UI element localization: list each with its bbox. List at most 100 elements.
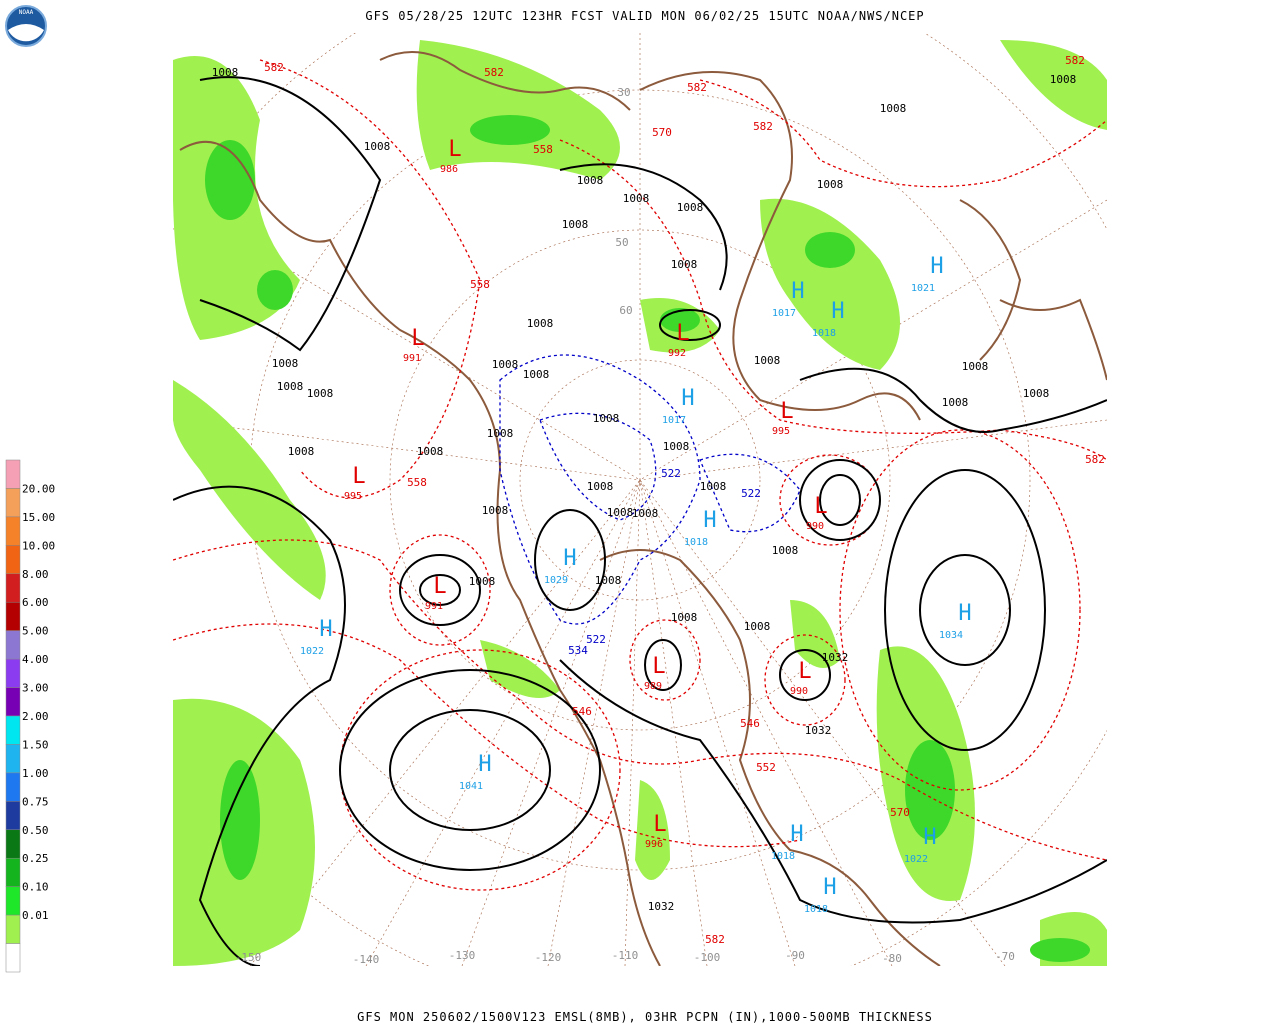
legend-swatch xyxy=(5,488,21,518)
isobar-label: 1008 xyxy=(487,427,514,440)
isobar-label: 1008 xyxy=(942,396,969,409)
legend-swatch xyxy=(5,573,21,603)
isobar-label: 1032 xyxy=(805,724,832,737)
longitude-label: -120 xyxy=(535,951,562,964)
thickness-label: 546 xyxy=(740,717,760,730)
high-symbol: H xyxy=(958,601,971,626)
thickness-label: 582 xyxy=(753,120,773,133)
low-pressure: 989 xyxy=(644,681,662,692)
thickness-label: 582 xyxy=(264,61,284,74)
longitude-label: -110 xyxy=(612,949,639,962)
thickness-label: 534 xyxy=(568,644,588,657)
legend-label: 15.00 xyxy=(22,511,55,524)
isobar-label: 1008 xyxy=(677,201,704,214)
legend-swatch xyxy=(5,601,21,631)
legend-swatch xyxy=(5,715,21,745)
isobar-label: 1008 xyxy=(754,354,781,367)
low-pressure: 990 xyxy=(790,686,808,697)
isobar-label: 1008 xyxy=(632,507,659,520)
high-pressure: 1017 xyxy=(772,308,796,319)
high-symbol: H xyxy=(831,299,844,324)
low-pressure: 995 xyxy=(344,491,362,502)
legend-label: 3.00 xyxy=(22,682,49,695)
high-pressure: 1022 xyxy=(300,646,324,657)
isobar-label: 1008 xyxy=(671,258,698,271)
isobar-label: 1008 xyxy=(671,611,698,624)
cold-thickness-contours xyxy=(499,354,801,625)
legend-swatch xyxy=(5,943,21,973)
legend-label: 5.00 xyxy=(22,625,49,638)
high-pressure: 1018 xyxy=(771,851,795,862)
isobar-label: 1008 xyxy=(593,412,620,425)
isobar-label: 1008 xyxy=(492,358,519,371)
legend-label: 8.00 xyxy=(22,568,49,581)
noaa-logo: NOAA xyxy=(5,5,47,47)
isobar-label: 1008 xyxy=(587,480,614,493)
legend-label: 0.50 xyxy=(22,824,49,837)
low-pressure: 992 xyxy=(668,348,686,359)
high-pressure: 1018 xyxy=(684,537,708,548)
isobar-label: 1008 xyxy=(744,620,771,633)
isobar-label: 1008 xyxy=(607,506,634,519)
low-symbol: L xyxy=(676,321,689,346)
high-symbol: H xyxy=(923,825,936,850)
precip-legend: 20.00 15.00 10.00 8.00 6.00 5.00 4.00 3.00 2.00 1… xyxy=(5,459,55,973)
isobar-label: 1032 xyxy=(648,900,675,913)
legend-label: 10.00 xyxy=(22,539,55,552)
isobar-label: 1008 xyxy=(523,368,550,381)
thickness-label: 558 xyxy=(407,476,427,489)
isobar-label: 1008 xyxy=(277,380,304,393)
high-pressure: 1018 xyxy=(804,904,828,915)
thickness-label: 546 xyxy=(572,705,592,718)
longitude-label: -150 xyxy=(235,951,262,964)
thickness-label: 582 xyxy=(687,81,707,94)
longitude-label: -70 xyxy=(995,950,1015,963)
legend-label: 0.25 xyxy=(22,852,49,865)
longitude-label: -80 xyxy=(882,952,902,965)
legend-label: 20.00 xyxy=(22,482,55,495)
low-pressure: 995 xyxy=(772,426,790,437)
isobar-label: 1008 xyxy=(272,357,299,370)
low-pressure: 991 xyxy=(403,353,421,364)
map-labels: H 1021 H 1017 H 1018 H 1017 H 1029 H 1022 H 1034 H 1041… xyxy=(212,54,1105,966)
thickness-label: 522 xyxy=(586,633,606,646)
legend-label: 0.01 xyxy=(22,909,49,922)
isobar-label: 1008 xyxy=(623,192,650,205)
legend-label: 4.00 xyxy=(22,653,49,666)
high-symbol: H xyxy=(823,875,836,900)
isobar-label: 1008 xyxy=(562,218,589,231)
low-pressure: 986 xyxy=(440,164,458,175)
isobar-label: 1008 xyxy=(880,102,907,115)
isobar-label: 1008 xyxy=(817,178,844,191)
isobar-label: 1008 xyxy=(212,66,239,79)
high-symbol: H xyxy=(790,822,803,847)
thickness-label: 582 xyxy=(1065,54,1085,67)
legend-swatch xyxy=(5,459,21,489)
high-symbol: H xyxy=(703,508,716,533)
isobar-label: 1008 xyxy=(417,445,444,458)
isobar-label: 1008 xyxy=(663,440,690,453)
thickness-label: 558 xyxy=(470,278,490,291)
legend-swatch xyxy=(5,857,21,887)
high-symbol: H xyxy=(681,386,694,411)
longitude-label: -140 xyxy=(353,953,380,966)
high-symbol: H xyxy=(563,546,576,571)
isobar-label: 1008 xyxy=(577,174,604,187)
map-title: GFS 05/28/25 12UTC 123HR FCST VALID MON … xyxy=(365,9,924,23)
high-pressure: 1029 xyxy=(544,575,568,586)
low-symbol: L xyxy=(352,464,365,489)
thickness-label: 570 xyxy=(652,126,672,139)
legend-label: 1.00 xyxy=(22,767,49,780)
legend-label: 2.00 xyxy=(22,710,49,723)
thickness-label: 582 xyxy=(484,66,504,79)
legend-swatch xyxy=(5,630,21,660)
latitude-label: 30 xyxy=(617,86,630,99)
legend-swatch xyxy=(5,687,21,717)
low-symbol: L xyxy=(652,654,665,679)
legend-swatch xyxy=(5,516,21,546)
low-symbol: L xyxy=(814,494,827,519)
isobar-label: 1008 xyxy=(962,360,989,373)
precip-moderate xyxy=(205,115,1090,962)
legend-swatch xyxy=(5,886,21,916)
